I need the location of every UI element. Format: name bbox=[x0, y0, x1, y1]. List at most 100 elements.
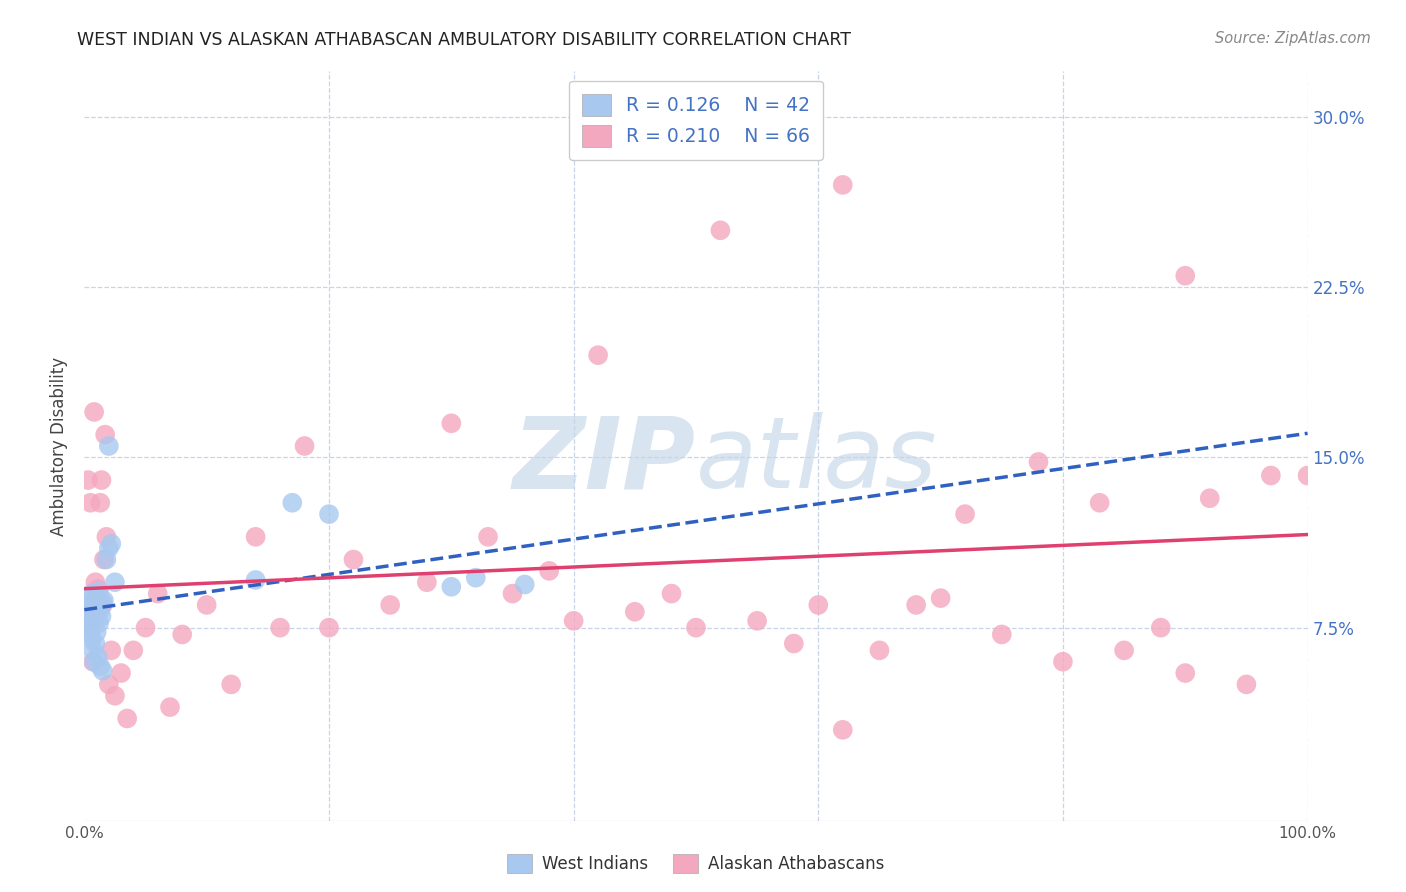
Point bbox=[93, 552, 115, 566]
Point bbox=[245, 573, 267, 587]
Point bbox=[440, 580, 463, 594]
Point bbox=[77, 605, 100, 619]
Point bbox=[953, 507, 976, 521]
Point bbox=[342, 552, 364, 566]
Point bbox=[79, 496, 101, 510]
Point bbox=[89, 496, 111, 510]
Point bbox=[538, 564, 561, 578]
Point bbox=[82, 596, 104, 610]
Point bbox=[502, 586, 524, 600]
Point bbox=[79, 618, 101, 632]
Point bbox=[87, 616, 110, 631]
Text: Source: ZipAtlas.com: Source: ZipAtlas.com bbox=[1215, 31, 1371, 46]
Point bbox=[97, 439, 120, 453]
Point bbox=[1028, 455, 1050, 469]
Point bbox=[195, 598, 218, 612]
Point bbox=[83, 405, 105, 419]
Point bbox=[80, 602, 103, 616]
Legend: West Indians, Alaskan Athabascans: West Indians, Alaskan Athabascans bbox=[501, 847, 891, 880]
Point bbox=[477, 530, 499, 544]
Point bbox=[624, 605, 647, 619]
Point bbox=[1150, 621, 1173, 635]
Point bbox=[685, 621, 707, 635]
Point bbox=[245, 530, 267, 544]
Point bbox=[77, 473, 100, 487]
Point bbox=[87, 600, 110, 615]
Point bbox=[91, 664, 114, 678]
Point bbox=[783, 636, 806, 650]
Point bbox=[1260, 468, 1282, 483]
Point bbox=[89, 602, 111, 616]
Point bbox=[464, 571, 486, 585]
Point bbox=[661, 586, 683, 600]
Point bbox=[82, 643, 104, 657]
Point bbox=[87, 582, 110, 596]
Point bbox=[1088, 496, 1111, 510]
Point bbox=[416, 575, 439, 590]
Point bbox=[80, 605, 103, 619]
Point bbox=[122, 643, 145, 657]
Point bbox=[562, 614, 585, 628]
Point bbox=[110, 666, 132, 681]
Point bbox=[281, 496, 304, 510]
Point bbox=[1174, 666, 1197, 681]
Point bbox=[90, 609, 112, 624]
Point bbox=[1236, 677, 1258, 691]
Point bbox=[1052, 655, 1074, 669]
Point bbox=[1114, 643, 1136, 657]
Point bbox=[77, 621, 100, 635]
Point bbox=[77, 611, 100, 625]
Point bbox=[100, 536, 122, 550]
Point bbox=[1198, 491, 1220, 506]
Point bbox=[97, 541, 120, 556]
Text: ZIP: ZIP bbox=[513, 412, 696, 509]
Point bbox=[831, 723, 853, 737]
Point bbox=[1174, 268, 1197, 283]
Point bbox=[86, 591, 108, 606]
Point bbox=[87, 598, 110, 612]
Point bbox=[135, 621, 157, 635]
Point bbox=[104, 575, 127, 590]
Point bbox=[146, 586, 169, 600]
Point bbox=[294, 439, 316, 453]
Point bbox=[90, 473, 112, 487]
Point bbox=[84, 591, 107, 606]
Point bbox=[747, 614, 769, 628]
Point bbox=[84, 636, 107, 650]
Point bbox=[80, 586, 103, 600]
Point bbox=[77, 614, 100, 628]
Point bbox=[96, 530, 118, 544]
Point bbox=[100, 643, 122, 657]
Point bbox=[709, 223, 731, 237]
Point bbox=[82, 614, 104, 628]
Point bbox=[79, 627, 101, 641]
Point bbox=[86, 625, 108, 640]
Point bbox=[1296, 468, 1319, 483]
Point bbox=[76, 598, 98, 612]
Point bbox=[513, 577, 536, 591]
Point bbox=[79, 591, 101, 606]
Point bbox=[86, 593, 108, 607]
Point bbox=[172, 627, 194, 641]
Point bbox=[440, 417, 463, 431]
Y-axis label: Ambulatory Disability: Ambulatory Disability bbox=[51, 357, 69, 535]
Point bbox=[115, 711, 138, 725]
Point bbox=[83, 655, 105, 669]
Point bbox=[83, 609, 105, 624]
Point bbox=[269, 621, 291, 635]
Point bbox=[97, 677, 120, 691]
Point bbox=[77, 609, 100, 624]
Point bbox=[87, 584, 110, 599]
Point bbox=[84, 575, 107, 590]
Point bbox=[96, 552, 118, 566]
Point bbox=[104, 689, 127, 703]
Point bbox=[586, 348, 609, 362]
Text: WEST INDIAN VS ALASKAN ATHABASCAN AMBULATORY DISABILITY CORRELATION CHART: WEST INDIAN VS ALASKAN ATHABASCAN AMBULA… bbox=[77, 31, 851, 49]
Point bbox=[991, 627, 1014, 641]
Point bbox=[80, 632, 103, 646]
Point bbox=[807, 598, 830, 612]
Point bbox=[91, 596, 114, 610]
Point bbox=[91, 598, 114, 612]
Point bbox=[219, 677, 242, 691]
Point bbox=[83, 598, 105, 612]
